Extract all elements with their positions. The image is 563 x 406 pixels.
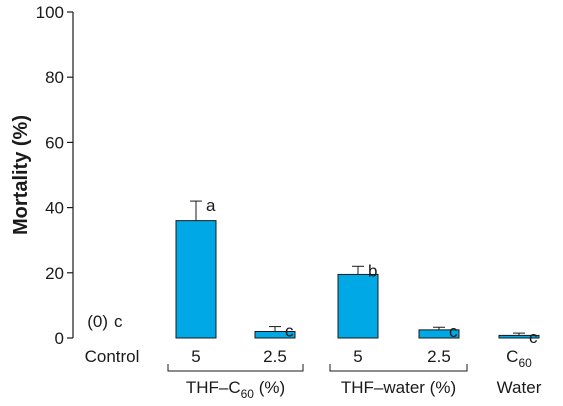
- y-tick-label: 40: [45, 199, 64, 218]
- category-label: 5: [353, 347, 362, 366]
- significance-letter: a: [206, 196, 216, 215]
- group-label-main: THF–C: [186, 378, 241, 397]
- y-axis-title: Mortality (%): [10, 115, 32, 235]
- group-label-suffix: (%): [254, 378, 285, 397]
- bar: [337, 273, 379, 339]
- group-bracket: [167, 364, 304, 372]
- y-tick-label: 0: [55, 329, 64, 348]
- significance-letter: c: [449, 322, 458, 341]
- category-label-subscript: 60: [518, 356, 532, 370]
- y-tick-label: 60: [45, 133, 64, 152]
- group-label: THF–C60 (%): [186, 378, 285, 401]
- group-label: THF–water (%): [341, 378, 456, 397]
- y-tick-label: 100: [36, 3, 64, 22]
- significance-letter: c: [285, 322, 294, 341]
- category-label: C60: [506, 347, 532, 370]
- category-label: Control: [85, 347, 140, 366]
- bar: [175, 220, 217, 339]
- category-label: 2.5: [263, 347, 287, 366]
- significance-letter: b: [368, 261, 377, 280]
- zero-value-note: (0): [87, 312, 108, 331]
- group-label-subscript: 60: [241, 387, 255, 401]
- significance-letter: c: [529, 328, 538, 347]
- y-tick-label: 80: [45, 68, 64, 87]
- group-label: Water: [497, 378, 542, 397]
- y-tick-label: 20: [45, 264, 64, 283]
- category-label-main: C: [506, 347, 518, 366]
- category-label: 5: [191, 347, 200, 366]
- group-bracket: [329, 364, 468, 372]
- category-label: 2.5: [427, 347, 451, 366]
- significance-letter: c: [114, 312, 123, 331]
